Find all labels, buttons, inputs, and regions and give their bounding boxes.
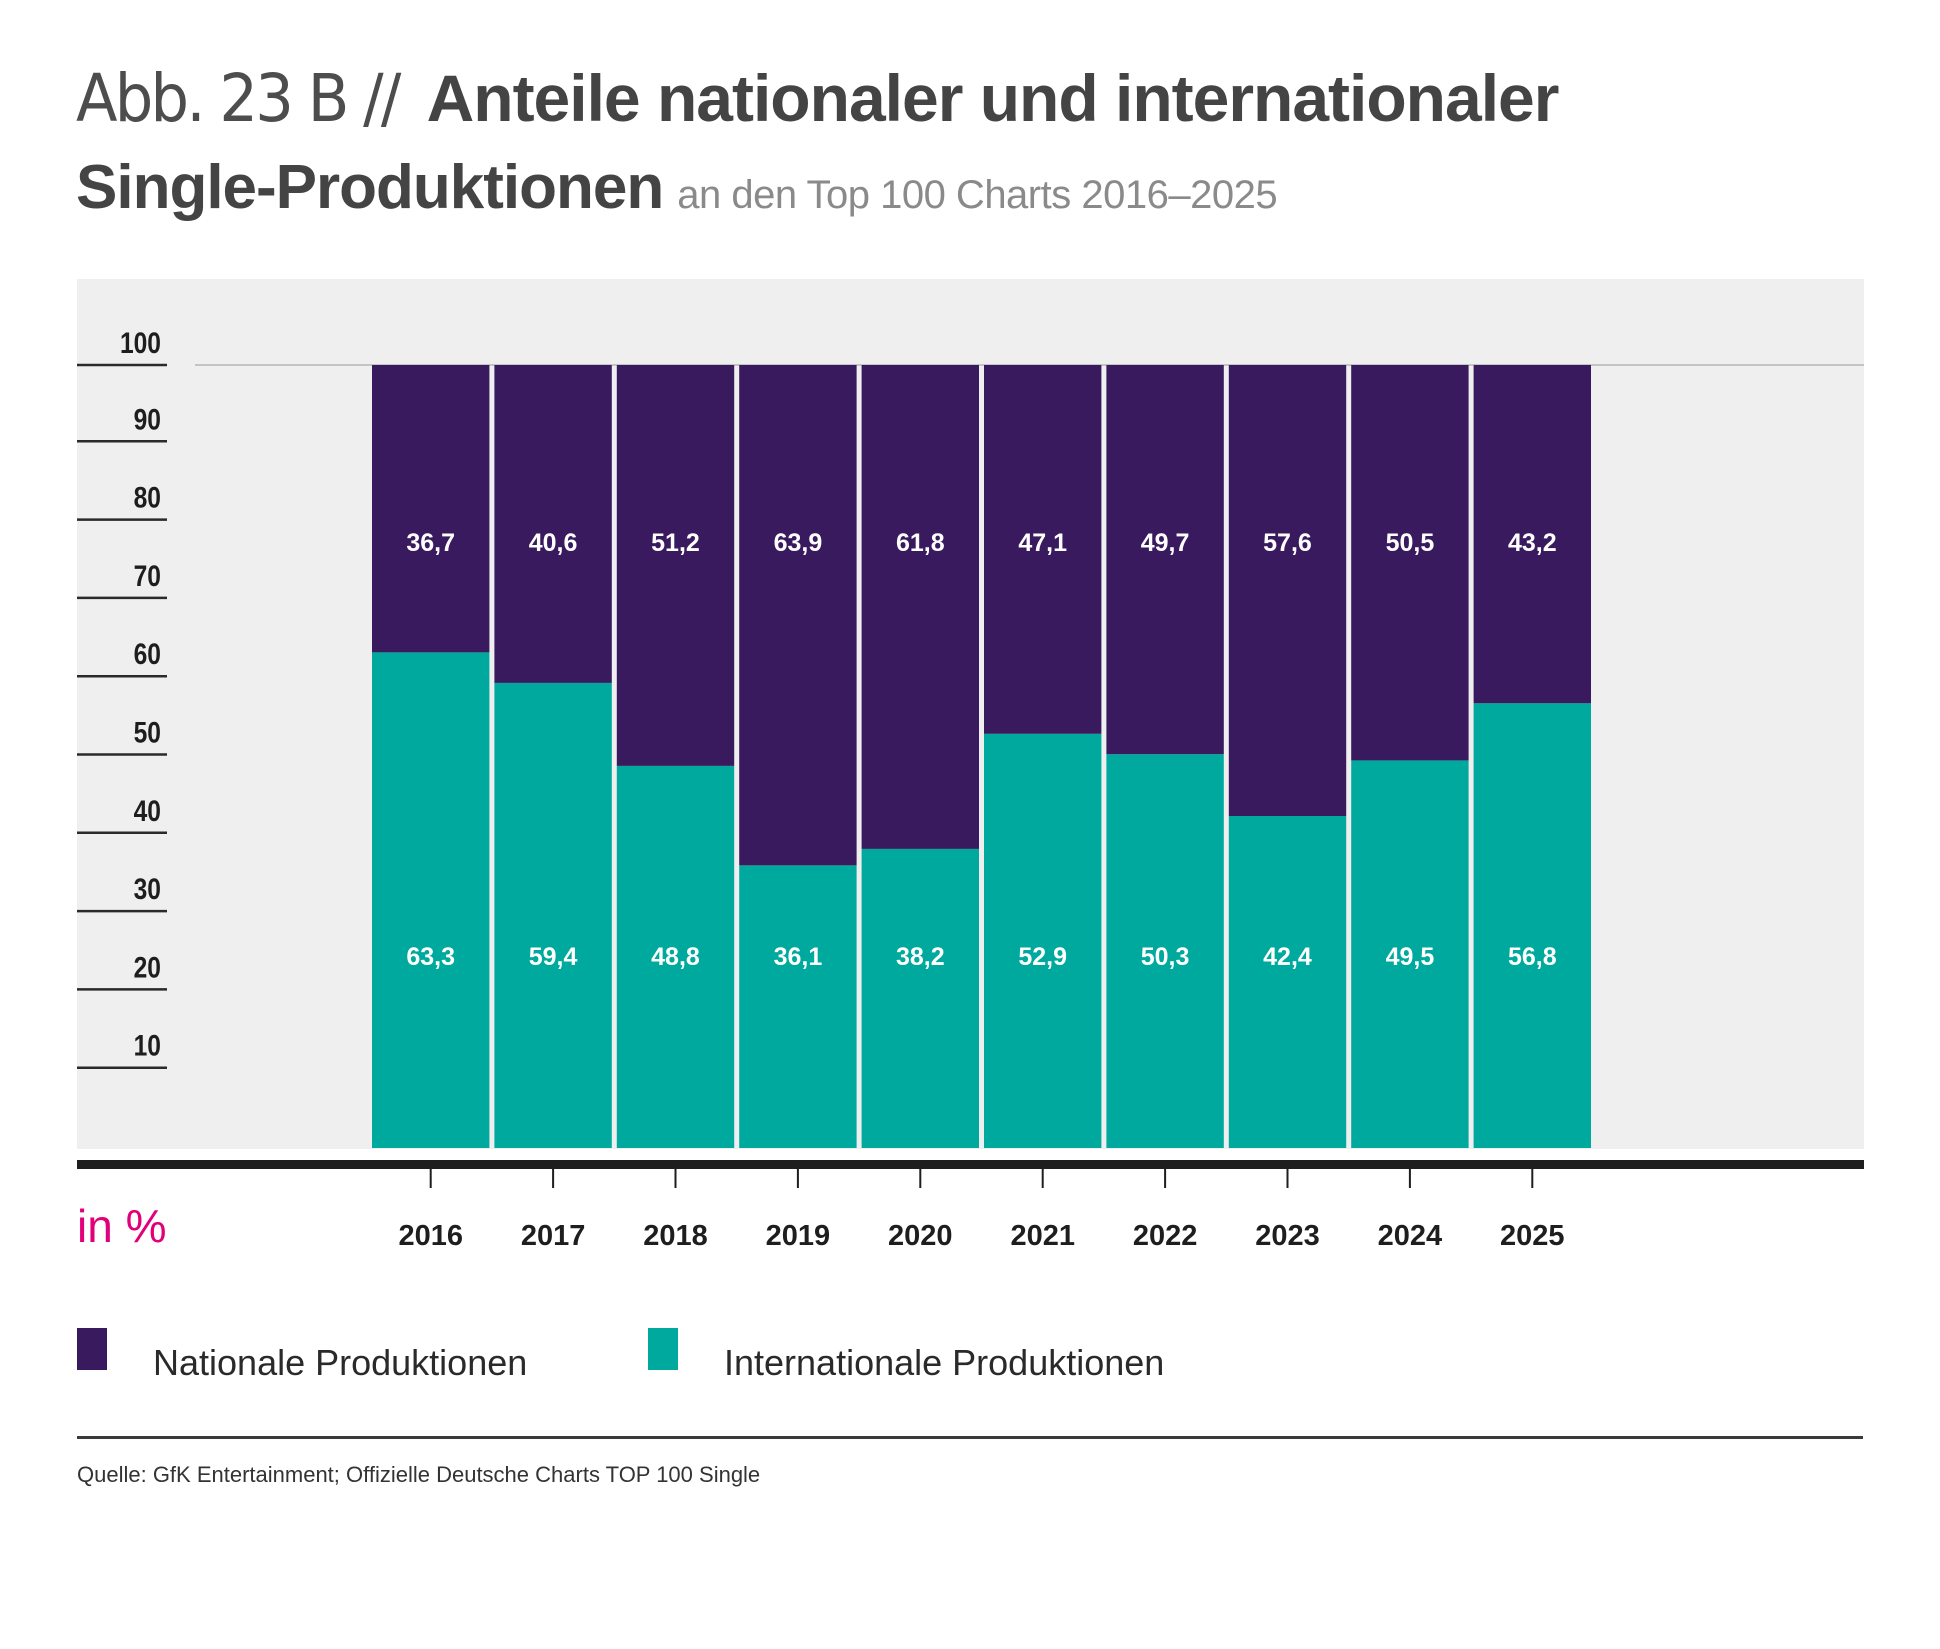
bar-national-2020 xyxy=(861,365,979,849)
bar-national-2018 xyxy=(616,365,735,766)
source-note: Quelle: GfK Entertainment; Offizielle De… xyxy=(77,1462,761,1487)
x-tick-label-2018: 2018 xyxy=(643,1220,708,1252)
bar-national-2017 xyxy=(494,365,612,683)
x-tick-label-2021: 2021 xyxy=(1010,1220,1075,1252)
bar-national-2016 xyxy=(372,365,490,653)
value-label-international-2018: 48,8 xyxy=(651,943,700,971)
bar-international-2019 xyxy=(739,865,857,1148)
value-label-national-2016: 36,7 xyxy=(406,529,455,557)
value-label-international-2023: 42,4 xyxy=(1263,943,1312,971)
bar-national-2024 xyxy=(1351,365,1469,761)
value-label-national-2022: 49,7 xyxy=(1141,529,1190,557)
chart-title-line1: Abb. 23 B // Anteile nationaler und inte… xyxy=(76,58,1560,139)
value-label-national-2024: 50,5 xyxy=(1386,529,1435,557)
value-label-national-2018: 51,2 xyxy=(651,529,700,557)
bar-international-2024 xyxy=(1351,760,1469,1148)
y-tick-label: 10 xyxy=(134,1028,161,1062)
value-label-international-2017: 59,4 xyxy=(529,943,578,971)
bar-international-2017 xyxy=(494,682,612,1148)
x-tick-label-2022: 2022 xyxy=(1133,1220,1198,1252)
value-label-national-2023: 57,6 xyxy=(1263,529,1312,557)
y-tick-label: 20 xyxy=(134,950,161,984)
y-tick-label: 30 xyxy=(134,872,161,906)
chart-title-continued: Single-Produktionen xyxy=(76,153,664,222)
legend-label-national: Nationale Produktionen xyxy=(153,1342,528,1383)
bar-international-2025 xyxy=(1473,703,1591,1148)
bar-national-2019 xyxy=(739,365,857,866)
y-tick-label: 90 xyxy=(134,402,161,436)
x-tick-label-2023: 2023 xyxy=(1255,1220,1320,1252)
y-tick-label: 70 xyxy=(134,559,161,593)
bar-national-2022 xyxy=(1106,365,1224,755)
bar-international-2023 xyxy=(1228,816,1347,1148)
value-label-international-2020: 38,2 xyxy=(896,943,945,971)
legend-item-international: Internationale Produktionen xyxy=(648,1324,1164,1383)
x-tick-label-2019: 2019 xyxy=(766,1220,831,1252)
value-label-national-2017: 40,6 xyxy=(529,529,578,557)
value-label-national-2019: 63,9 xyxy=(774,529,823,557)
y-tick-label: 100 xyxy=(120,326,161,360)
figure-number: Abb. 23 B // xyxy=(76,60,401,137)
x-tick-label-2025: 2025 xyxy=(1500,1220,1565,1252)
bar-national-2021 xyxy=(984,365,1102,734)
x-tick-label-2020: 2020 xyxy=(888,1220,953,1252)
y-tick-label: 40 xyxy=(134,793,161,827)
chart-subtitle: an den Top 100 Charts 2016–2025 xyxy=(677,173,1278,217)
y-tick-label: 50 xyxy=(134,715,161,749)
legend-label-international: Internationale Produktionen xyxy=(724,1342,1165,1383)
value-labels: 36,7 63,3 40,6 59,4 51,2 48,8 63,9 36,1 61,8 38,2… xyxy=(406,529,1556,971)
bar-international-2016 xyxy=(372,652,490,1148)
x-tick-label-2016: 2016 xyxy=(398,1220,463,1252)
value-label-national-2020: 61,8 xyxy=(896,529,945,557)
legend-item-national: Nationale Produktionen xyxy=(77,1324,527,1383)
bar-international-2018 xyxy=(616,765,735,1148)
y-tick-label: 80 xyxy=(134,480,161,514)
legend-swatch-international xyxy=(648,1328,678,1370)
value-label-international-2024: 49,5 xyxy=(1386,943,1435,971)
x-tick-label-2017: 2017 xyxy=(521,1220,586,1252)
bar-national-2023 xyxy=(1228,365,1347,817)
x-tick-label-2024: 2024 xyxy=(1378,1220,1443,1252)
bar-national-2025 xyxy=(1473,365,1591,704)
y-axis: 10 20 30 40 50 60 70 80 90 100 xyxy=(77,326,167,1069)
x-axis-line xyxy=(77,1160,1864,1169)
source-separator xyxy=(77,1436,1863,1439)
x-axis: 2016 2017 2018 2019 2020 2021 2022 2023 2024 2025 xyxy=(398,1169,1565,1252)
legend: Nationale Produktionen Internationale Pr… xyxy=(0,1324,1940,1384)
bar-international-2022 xyxy=(1106,754,1224,1148)
bar-international-2021 xyxy=(984,733,1102,1148)
value-label-international-2025: 56,8 xyxy=(1508,943,1557,971)
value-label-international-2016: 63,3 xyxy=(406,943,455,971)
bar-international-2020 xyxy=(861,848,979,1148)
chart-title: Anteile nationaler und internationaler xyxy=(426,61,1560,135)
value-label-international-2021: 52,9 xyxy=(1018,943,1067,971)
value-label-national-2025: 43,2 xyxy=(1508,529,1557,557)
chart-title-line2: Single-Produktionen an den Top 100 Charts… xyxy=(76,148,1278,235)
unit-label: in % xyxy=(77,1200,167,1252)
y-tick-label: 60 xyxy=(134,637,161,671)
bars xyxy=(372,365,1591,1148)
value-label-international-2022: 50,3 xyxy=(1141,943,1190,971)
value-label-international-2019: 36,1 xyxy=(774,943,823,971)
value-label-national-2021: 47,1 xyxy=(1018,529,1067,557)
legend-swatch-national xyxy=(77,1328,107,1370)
